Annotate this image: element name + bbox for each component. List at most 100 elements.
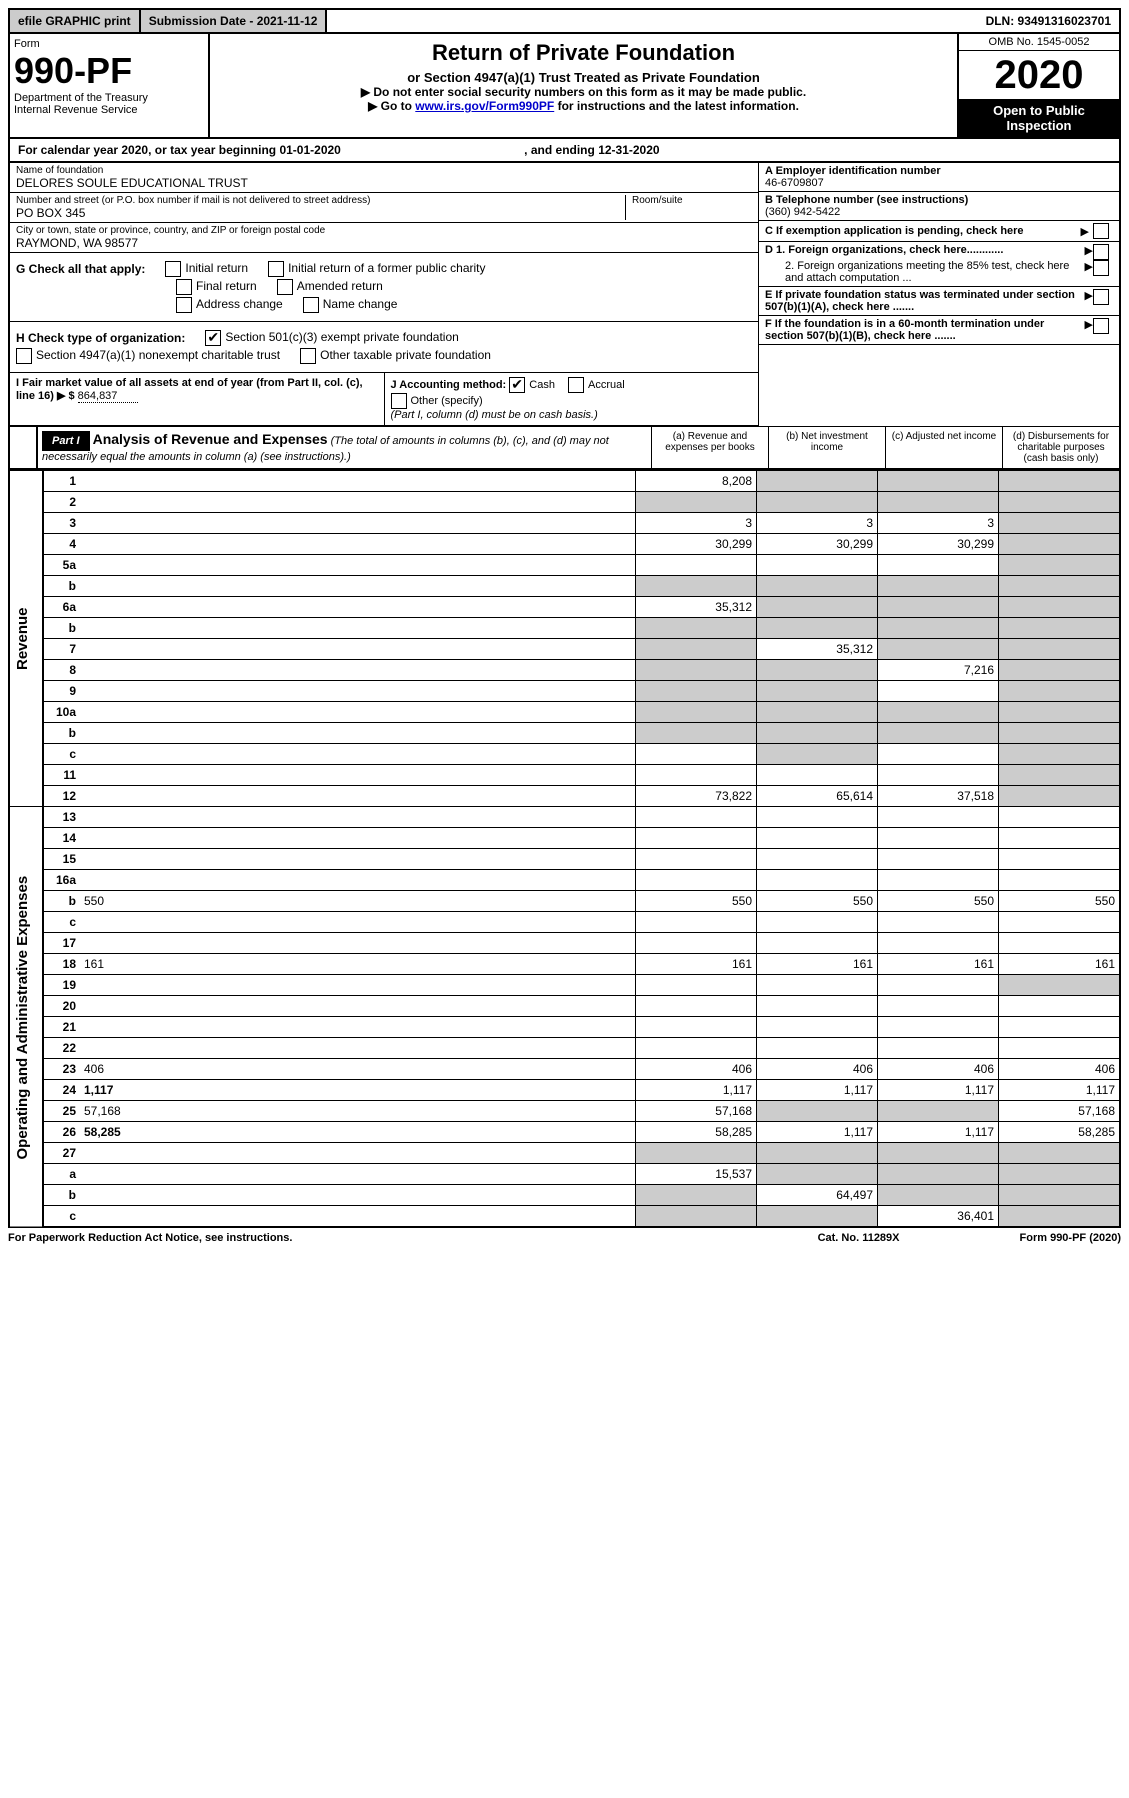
initial-public-checkbox[interactable] (268, 261, 284, 277)
value-cell: 3 (636, 513, 757, 534)
row-description (80, 807, 636, 828)
value-cell (757, 870, 878, 891)
row-description (80, 723, 636, 744)
value-cell (999, 702, 1121, 723)
value-cell (878, 471, 999, 492)
value-cell: 406 (636, 1059, 757, 1080)
501c3-checkbox[interactable] (205, 330, 221, 346)
foreign-org-checkbox[interactable] (1093, 244, 1109, 260)
tax-year: 2020 (959, 51, 1119, 99)
value-cell (999, 660, 1121, 681)
value-cell (636, 1143, 757, 1164)
name-change-checkbox[interactable] (303, 297, 319, 313)
value-cell (636, 660, 757, 681)
table-row: 735,312 (9, 639, 1120, 660)
row-description (80, 828, 636, 849)
accrual-checkbox[interactable] (568, 377, 584, 393)
value-cell (999, 597, 1121, 618)
value-cell (878, 1017, 999, 1038)
row-description (80, 849, 636, 870)
value-cell (999, 723, 1121, 744)
final-return-checkbox[interactable] (176, 279, 192, 295)
table-row: 16a (9, 870, 1120, 891)
value-cell: 161 (878, 954, 999, 975)
table-row: 15 (9, 849, 1120, 870)
85pct-checkbox[interactable] (1093, 260, 1109, 276)
row-number: 14 (43, 828, 80, 849)
value-cell: 550 (999, 891, 1121, 912)
value-cell (999, 492, 1121, 513)
exemption-checkbox[interactable] (1093, 223, 1109, 239)
paperwork-notice: For Paperwork Reduction Act Notice, see … (8, 1232, 292, 1244)
row-number: b (43, 723, 80, 744)
60month-checkbox[interactable] (1093, 318, 1109, 334)
value-cell (878, 975, 999, 996)
row-description (80, 933, 636, 954)
table-row: 27 (9, 1143, 1120, 1164)
row-description (80, 744, 636, 765)
value-cell (878, 723, 999, 744)
terminated-checkbox[interactable] (1093, 289, 1109, 305)
value-cell (999, 912, 1121, 933)
value-cell (999, 744, 1121, 765)
row-number: 24 (43, 1080, 80, 1101)
address-change-checkbox[interactable] (176, 297, 192, 313)
value-cell (999, 933, 1121, 954)
value-cell (878, 828, 999, 849)
row-description (80, 975, 636, 996)
irs-link[interactable]: www.irs.gov/Form990PF (415, 99, 554, 113)
value-cell (999, 1185, 1121, 1206)
row-number: 26 (43, 1122, 80, 1143)
row-description (80, 996, 636, 1017)
other-taxable-checkbox[interactable] (300, 348, 316, 364)
value-cell (757, 681, 878, 702)
row-number: 15 (43, 849, 80, 870)
form-title-box: Return of Private Foundation or Section … (210, 34, 959, 137)
value-cell (878, 1038, 999, 1059)
value-cell (636, 492, 757, 513)
col-b-header: (b) Net investment income (768, 427, 885, 468)
omb-number: OMB No. 1545-0052 (959, 34, 1119, 51)
value-cell (757, 996, 878, 1017)
value-cell (878, 1101, 999, 1122)
value-cell (999, 828, 1121, 849)
table-row: Operating and Administrative Expenses13 (9, 807, 1120, 828)
value-cell (757, 1164, 878, 1185)
value-cell (636, 744, 757, 765)
value-cell (878, 744, 999, 765)
4947-checkbox[interactable] (16, 348, 32, 364)
value-cell (999, 1164, 1121, 1185)
col-c-header: (c) Adjusted net income (885, 427, 1002, 468)
row-description (80, 513, 636, 534)
part1-header-row: Part I Analysis of Revenue and Expenses … (8, 426, 1121, 470)
table-row: 19 (9, 975, 1120, 996)
value-cell: 161 (636, 954, 757, 975)
row-description (80, 1017, 636, 1038)
value-cell (878, 681, 999, 702)
table-row: b550550550550550 (9, 891, 1120, 912)
value-cell: 15,537 (636, 1164, 757, 1185)
row-number: 19 (43, 975, 80, 996)
value-cell: 1,117 (757, 1122, 878, 1143)
value-cell (999, 471, 1121, 492)
initial-return-checkbox[interactable] (165, 261, 181, 277)
table-row: 9 (9, 681, 1120, 702)
row-description (80, 555, 636, 576)
cash-checkbox[interactable] (509, 377, 525, 393)
row-description (80, 1185, 636, 1206)
row-number: a (43, 1164, 80, 1185)
value-cell (757, 597, 878, 618)
other-method-checkbox[interactable] (391, 393, 407, 409)
row-description (80, 576, 636, 597)
table-row: 23406406406406406 (9, 1059, 1120, 1080)
value-cell (878, 492, 999, 513)
value-cell (878, 1185, 999, 1206)
value-cell (636, 1017, 757, 1038)
row-number: 11 (43, 765, 80, 786)
row-number: 21 (43, 1017, 80, 1038)
row-number: b (43, 1185, 80, 1206)
amended-return-checkbox[interactable] (277, 279, 293, 295)
ein-cell: A Employer identification number 46-6709… (759, 163, 1119, 192)
value-cell (757, 849, 878, 870)
efile-print-button[interactable]: efile GRAPHIC print (10, 10, 141, 32)
